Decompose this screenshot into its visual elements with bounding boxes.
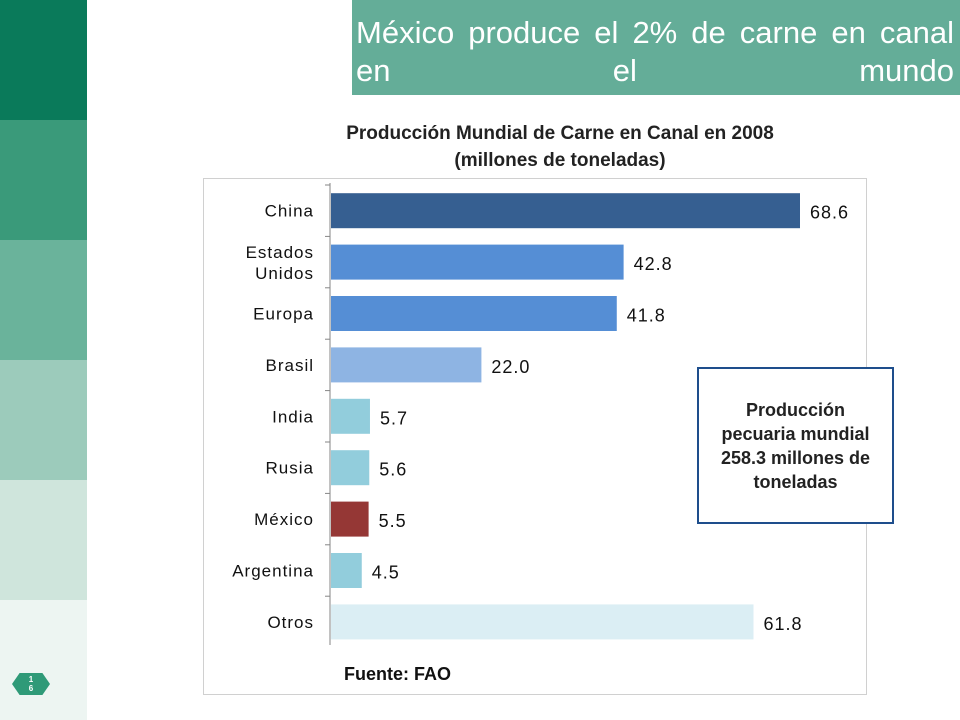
data-label: 22.0 [491,357,530,377]
category-label: Otros [267,613,314,632]
chart-title: Producción Mundial de Carne en Canal en … [346,123,774,144]
data-label: 5.5 [379,511,407,531]
sidebar-stripe-6 [0,600,87,720]
bar-rusia [331,450,370,486]
data-label: 61.8 [764,614,803,634]
bar-china [331,193,800,229]
bar-méxico [331,501,369,537]
category-label: Brasil [265,356,314,375]
category-label: India [272,407,314,426]
sidebar-stripe-5 [0,480,87,600]
bar-argentina [331,553,362,588]
category-label: Estados Unidos [246,243,314,283]
sidebar-stripe-3 [0,240,87,360]
sidebar-stripe-1 [0,0,87,120]
category-label: China [265,202,314,221]
category-label: México [254,510,314,529]
total-production-box: Producción pecuaria mundial 258.3 millon… [697,367,894,524]
sidebar-stripe-4 [0,360,87,480]
data-label: 42.8 [634,254,673,274]
category-label: Rusia [266,459,314,478]
slide-number-badge: 16 [12,673,50,695]
data-label: 68.6 [810,203,849,223]
slide-number: 16 [28,675,34,693]
sidebar-stripe-2 [0,120,87,240]
total-production-text: Producción pecuaria mundial 258.3 millon… [720,399,871,492]
data-label: 4.5 [372,563,400,583]
bar-otros [331,604,754,640]
bar-europa [331,296,617,331]
data-label: 41.8 [627,306,666,326]
category-label: Europa [253,305,314,324]
category-label: Argentina [232,562,314,581]
data-label: 5.6 [379,460,407,480]
source-note: Fuente: FAO [344,664,451,684]
data-label: 5.7 [380,408,408,428]
chart-title-block: Producción Mundial de Carne en Canal en … [200,120,920,174]
slide-title: México produce el 2% de carne en canal e… [352,0,960,95]
bar-india [331,398,370,434]
bar-estados-unidos [331,244,624,280]
bar-brasil [331,347,482,383]
chart-subtitle: (millones de toneladas) [454,150,666,171]
